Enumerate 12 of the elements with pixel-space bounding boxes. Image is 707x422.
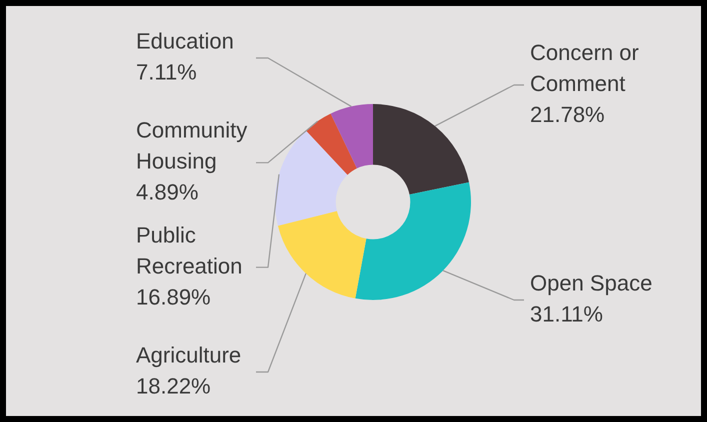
slice-label: Concern or Comment bbox=[530, 40, 639, 96]
data-label: 31.11% bbox=[530, 302, 603, 327]
data-label: 7.11% bbox=[136, 60, 197, 85]
slice-label: Community Housing bbox=[136, 118, 248, 174]
data-label: 16.89% bbox=[136, 284, 211, 310]
slice-label: Public Recreation bbox=[136, 222, 242, 278]
slice-label: Agriculture bbox=[136, 342, 242, 368]
slice-label: Education bbox=[136, 28, 234, 54]
data-label: 21.78% bbox=[530, 102, 605, 128]
data-label: 18.22% bbox=[136, 374, 211, 399]
slice-label: Open Space bbox=[530, 270, 652, 296]
data-label: 4.89% bbox=[136, 180, 198, 205]
